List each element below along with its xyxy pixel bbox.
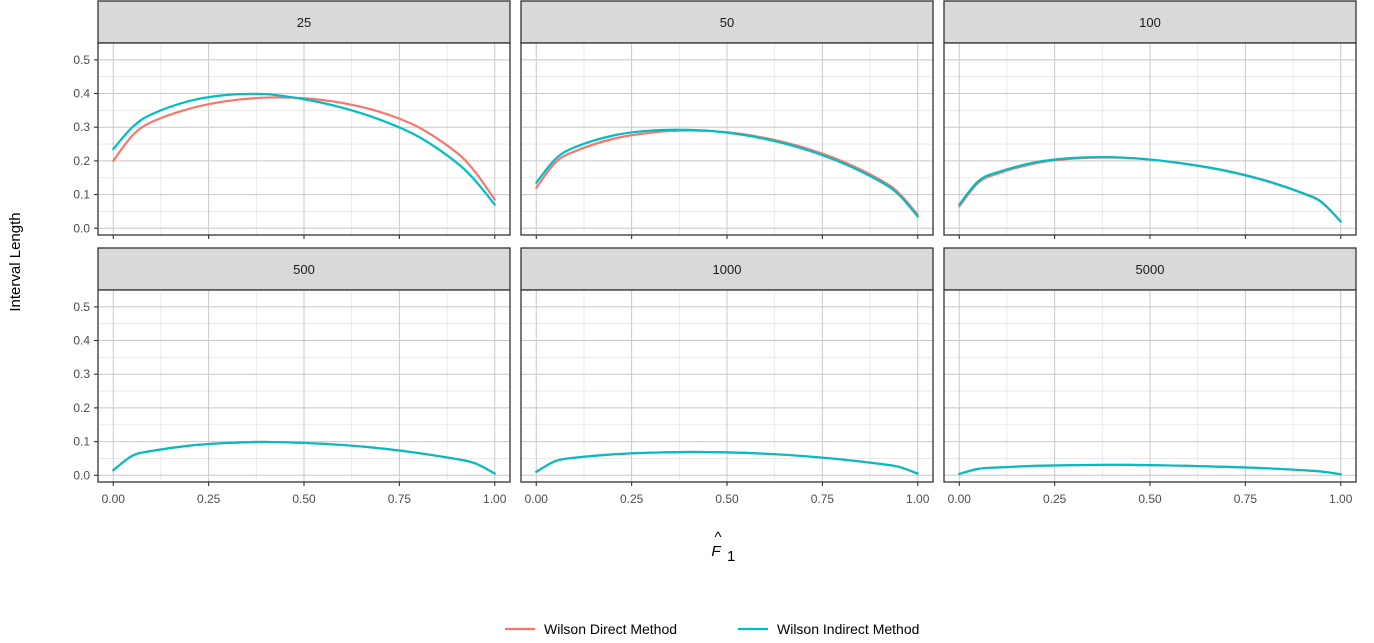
axes: 0.0 0.1 0.2 0.3 0.4 0.5 0.0 0.1 0.2 0.3 0.4 0.5 0.00… [73,53,1352,506]
facet-strip-50 [520,0,934,44]
legend-label-wilson-indirect: Wilson Indirect Method [777,621,919,637]
facet-panel-25: 25 [97,0,511,236]
facet-panel-100: 100 [943,0,1357,236]
x-tick-label: 0.00 [948,492,972,506]
x-axis-title-symbol: F [711,543,721,560]
x-tick-label: 0.25 [620,492,644,506]
x-tick-label: 0.50 [1138,492,1162,506]
y-tick-label: 0.5 [73,300,90,314]
y-tick-label: 0.4 [73,334,90,348]
x-tick-label: 1.00 [906,492,930,506]
facet-panel-1000: 1000 [520,247,934,483]
facet-strip-label-50: 50 [720,15,734,30]
series-line-wilson-indirect-500 [112,440,496,475]
x-tick-label: 1.00 [1329,492,1353,506]
facet-strip-label-5000: 5000 [1136,262,1165,277]
x-tick-label: 0.50 [292,492,316,506]
y-tick-label: 0.0 [73,468,90,482]
y-axis-title: Interval Length [7,212,24,311]
series-line-wilson-indirect-50 [535,128,919,218]
x-tick-label: 1.00 [483,492,507,506]
y-tick-label: 0.2 [73,154,90,168]
facet-strip-100 [943,0,1357,44]
x-tick-label: 0.00 [525,492,549,506]
facet-strip-label-25: 25 [297,15,311,30]
facet-strip-500 [97,247,511,291]
series-line-wilson-indirect-5000 [958,463,1342,476]
series-line-wilson-indirect-100 [958,155,1342,223]
series-line-wilson-indirect-1000 [535,450,919,475]
facet-strip-1000 [520,247,934,291]
x-tick-label: 0.00 [102,492,126,506]
y-tick-label: 0.4 [73,87,90,101]
x-axis-title-subscript: 1 [727,548,735,565]
x-tick-label: 0.25 [1043,492,1067,506]
y-tick-label: 0.5 [73,53,90,67]
facet-strip-label-500: 500 [293,262,315,277]
x-tick-label: 0.75 [388,492,412,506]
series-line-wilson-indirect-25 [112,92,496,206]
facet-panel-5000: 5000 [943,247,1357,483]
y-tick-label: 0.3 [73,120,90,134]
panels: 25 50 100 500 1000 5000 [97,0,1357,483]
legend: Wilson Direct Method Wilson Indirect Met… [505,621,919,637]
x-tick-label: 0.50 [715,492,739,506]
y-tick-label: 0.2 [73,401,90,415]
facet-strip-25 [97,0,511,44]
facet-strip-label-100: 100 [1139,15,1161,30]
x-tick-label: 0.75 [1234,492,1258,506]
x-tick-label: 0.75 [811,492,835,506]
x-axis-title-hat: ^ [714,529,721,546]
y-tick-label: 0.1 [73,188,90,202]
legend-label-wilson-direct: Wilson Direct Method [544,621,677,637]
x-axis-title: ^ F 1 [711,529,735,565]
x-tick-label: 0.25 [197,492,221,506]
y-tick-label: 0.0 [73,221,90,235]
y-tick-label: 0.3 [73,367,90,381]
y-tick-label: 0.1 [73,435,90,449]
facet-panel-50: 50 [520,0,934,236]
facet-strip-label-1000: 1000 [713,262,742,277]
facet-strip-5000 [943,247,1357,291]
facet-panel-500: 500 [97,247,511,483]
